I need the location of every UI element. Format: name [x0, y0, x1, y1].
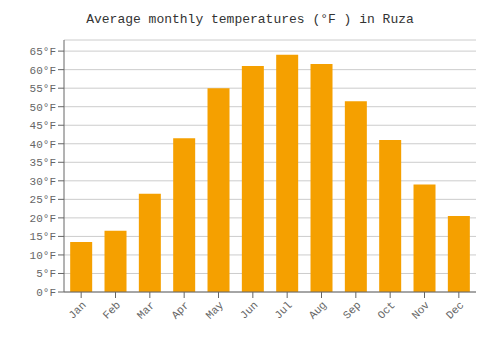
svg-text:Jun: Jun — [238, 299, 260, 321]
svg-text:20°F: 20°F — [30, 213, 56, 225]
svg-text:Sep: Sep — [341, 299, 363, 321]
svg-text:40°F: 40°F — [30, 139, 56, 151]
svg-text:Mar: Mar — [135, 299, 157, 321]
svg-text:50°F: 50°F — [30, 102, 56, 114]
svg-text:May: May — [204, 299, 227, 322]
svg-text:Dec: Dec — [444, 299, 466, 321]
svg-text:30°F: 30°F — [30, 176, 56, 188]
svg-text:Apr: Apr — [169, 299, 191, 321]
svg-text:55°F: 55°F — [30, 83, 56, 95]
html-text:Average monthly temperatures (: Average monthly temperatures (°F ) in Ru… — [86, 12, 414, 27]
svg-text:25°F: 25°F — [30, 194, 56, 206]
svg-text:10°F: 10°F — [30, 250, 56, 262]
svg-text:Jul: Jul — [272, 299, 294, 321]
svg-text:5°F: 5°F — [36, 268, 56, 280]
svg-text:Nov: Nov — [410, 299, 433, 322]
svg-text:Aug: Aug — [307, 299, 329, 321]
svg-text:Jan: Jan — [66, 299, 88, 321]
svg-text:Oct: Oct — [375, 299, 397, 321]
svg-text:60°F: 60°F — [30, 65, 56, 77]
svg-text:0°F: 0°F — [36, 287, 56, 299]
svg-text:35°F: 35°F — [30, 157, 56, 169]
svg-text:65°F: 65°F — [30, 46, 56, 58]
svg-text:45°F: 45°F — [30, 120, 56, 132]
svg-text:Feb: Feb — [101, 299, 123, 321]
svg-text:15°F: 15°F — [30, 231, 56, 243]
